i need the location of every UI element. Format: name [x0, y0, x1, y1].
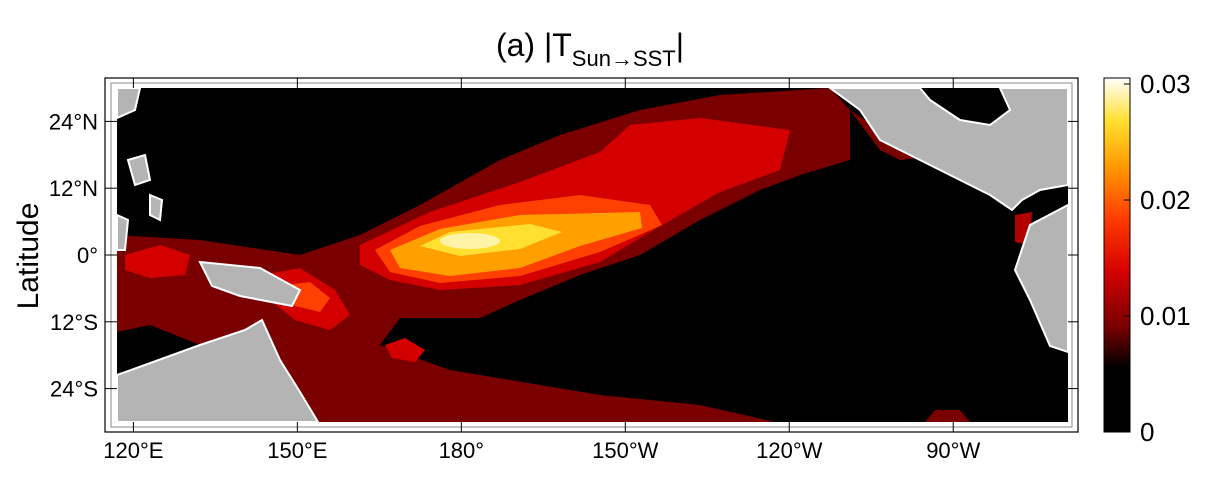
map-field: [117, 88, 1068, 422]
y-tick-label: 12°N: [49, 176, 98, 201]
colorbar-tick-label: 0.01: [1140, 301, 1191, 331]
y-tick-label: 0°: [77, 243, 98, 268]
y-tick-label: 24°S: [50, 377, 98, 402]
land: [117, 318, 320, 422]
colorbar: [1103, 77, 1131, 433]
x-tick-label: 90°W: [926, 438, 980, 463]
contour-level-2: [125, 245, 190, 278]
x-tick-label: 150°E: [267, 438, 327, 463]
contour-level-2: [385, 338, 425, 362]
colorbar-tick-label: 0: [1140, 417, 1154, 447]
y-axis-label: Latitude: [12, 203, 45, 310]
x-tick-label: 150°W: [592, 438, 659, 463]
x-tick-label: 180°: [439, 438, 485, 463]
land: [1013, 203, 1068, 354]
title: (a) |TSun→SST|: [496, 27, 684, 71]
land: [117, 88, 142, 120]
y-tick-label: 24°N: [49, 109, 98, 134]
contour-level-6: [440, 233, 500, 249]
x-tick-label: 120°E: [103, 438, 163, 463]
colorbar-tick-label: 0.03: [1140, 69, 1191, 99]
contour-level-1: [925, 410, 970, 422]
land: [828, 88, 1068, 212]
colorbar-tick-label: 0.02: [1140, 185, 1191, 215]
x-tick-label: 120°W: [756, 438, 823, 463]
land: [198, 260, 302, 308]
land: [117, 153, 164, 251]
y-tick-label: 12°S: [50, 310, 98, 335]
